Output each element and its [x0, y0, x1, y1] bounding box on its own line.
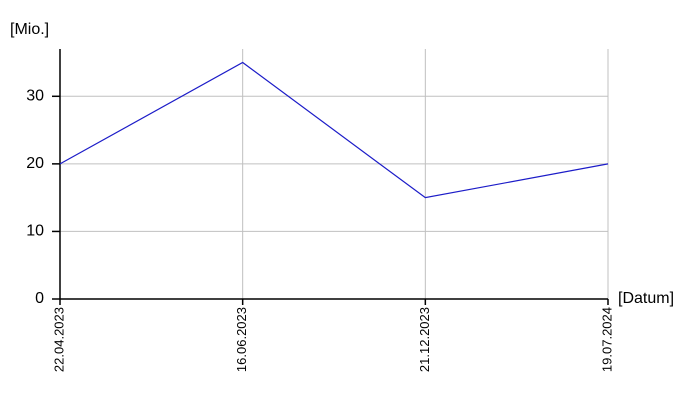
x-tick-label: 16.06.2023	[234, 307, 249, 372]
y-tick-label: 10	[26, 223, 44, 240]
y-tick-label: 0	[35, 290, 44, 307]
x-tick-label: 22.04.2023	[51, 307, 66, 372]
x-tick-label: 21.12.2023	[417, 307, 432, 372]
x-tick-label: 19.07.2024	[599, 307, 614, 372]
data-line	[59, 61, 609, 199]
y-tick-label: 20	[26, 155, 44, 172]
x-axis-label: [Datum]	[618, 290, 674, 307]
y-axis-label: [Mio.]	[10, 21, 49, 38]
y-tick-label: 30	[26, 88, 44, 105]
